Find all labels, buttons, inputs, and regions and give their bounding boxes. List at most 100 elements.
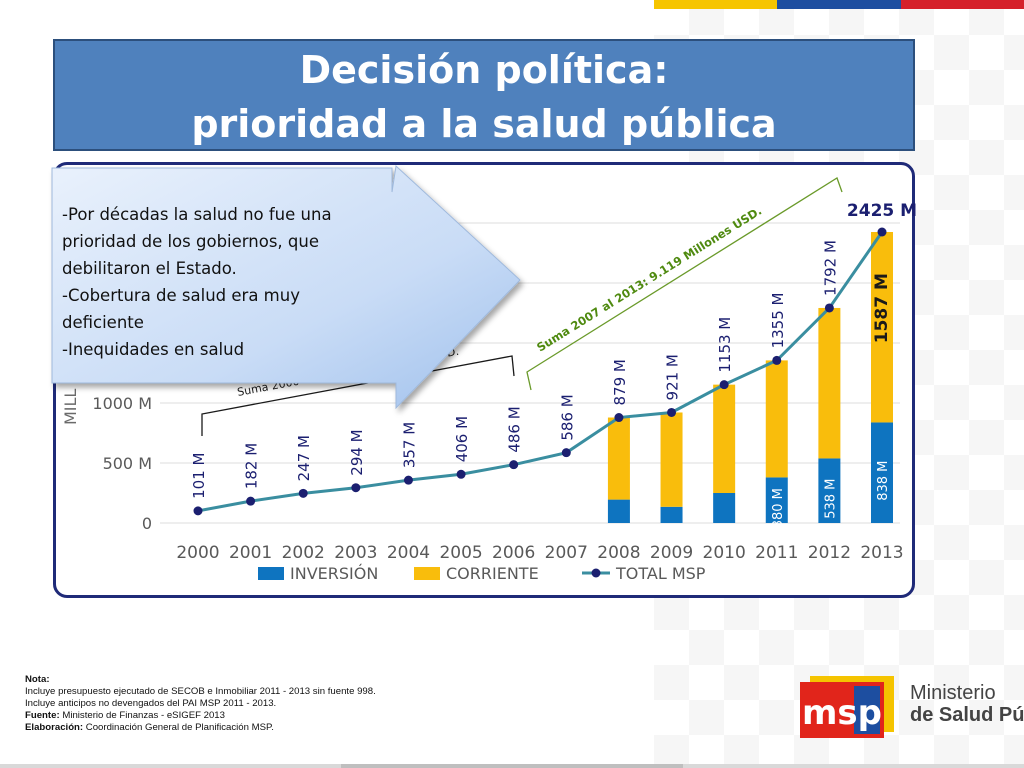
bars xyxy=(607,232,893,523)
fuente-text: Ministerio de Finanzas - eSIGEF 2013 xyxy=(62,710,225,721)
note-line-1: Incluye presupuesto ejecutado de SECOB e… xyxy=(25,686,376,697)
callout-text: -Por décadas la salud no fue una priorida… xyxy=(62,205,332,359)
bar-label-2011: 380 M xyxy=(771,488,786,528)
point-2003 xyxy=(351,483,361,493)
x-tick-2001: 2001 xyxy=(229,543,272,563)
legend-swatch-1 xyxy=(414,567,440,580)
point-2002 xyxy=(298,488,308,498)
point-label-2007: 586 M xyxy=(558,394,576,440)
callout-line: deficiente xyxy=(62,313,144,332)
x-tick-2013: 2013 xyxy=(860,543,903,563)
x-tick-2008: 2008 xyxy=(597,543,640,563)
callout-line: -Cobertura de salud era muy xyxy=(62,286,300,305)
notes: Nota: Incluye presupuesto ejecutado de S… xyxy=(25,674,625,734)
title-line-1: Decisión política: xyxy=(299,48,669,92)
bar-labels: 380 M 538 M 838 M 1587 M xyxy=(771,273,892,528)
point-label-2011: 1355 M xyxy=(769,293,787,349)
callout-arrow xyxy=(51,164,521,410)
bar-inversion-2009 xyxy=(660,506,683,523)
bracket-2007-2013 xyxy=(526,177,843,391)
point-2004 xyxy=(403,475,413,485)
x-tick-2003: 2003 xyxy=(334,543,377,563)
x-tick-2000: 2000 xyxy=(176,543,219,563)
legend-marker-2 xyxy=(591,568,601,578)
bar-label-2012: 538 M xyxy=(823,479,838,519)
bar-corriente-2012 xyxy=(818,307,841,459)
bar-inversion-2011 xyxy=(765,477,788,523)
logo-line-2: de Salud Públic xyxy=(910,704,1024,726)
bar-corriente-2010 xyxy=(713,384,736,493)
point-2007 xyxy=(561,448,571,458)
point-2011 xyxy=(772,355,782,365)
fuente-label: Fuente: xyxy=(25,710,60,721)
x-tick-2004: 2004 xyxy=(387,543,430,563)
total-msp-line xyxy=(197,231,884,513)
legend-label-0: INVERSIÓN xyxy=(290,564,378,583)
x-tick-2010: 2010 xyxy=(703,543,746,563)
bracket-2000-2006 xyxy=(201,355,515,436)
legend-label-2: TOTAL MSP xyxy=(615,564,706,583)
note-line-2: Incluye anticipos no devengados del PAI … xyxy=(25,698,277,709)
page-title: Decisión política: prioridad a la salud … xyxy=(53,39,915,151)
point-label-2009: 921 M xyxy=(664,354,682,400)
point-2001 xyxy=(246,496,256,506)
elaboracion-text: Coordinación General de Planificación MS… xyxy=(85,722,274,733)
point-label-2004: 357 M xyxy=(400,422,418,468)
elaboracion-label: Elaboración: xyxy=(25,722,84,733)
callout-line: prioridad de los gobiernos, que xyxy=(62,232,319,251)
legend: INVERSIÓN CORRIENTE TOTAL MSP xyxy=(258,564,706,583)
point-label-2000: 101 M xyxy=(190,453,208,499)
x-tick-2007: 2007 xyxy=(545,543,588,563)
logo-line-1: Ministerio xyxy=(910,682,996,704)
bar-label-2013: 838 M xyxy=(876,461,891,501)
point-label-2003: 294 M xyxy=(348,429,366,475)
x-tick-2012: 2012 xyxy=(808,543,851,563)
msp-logo-letters: msp xyxy=(802,693,882,733)
y-tick-label: 1000 M xyxy=(92,394,152,413)
x-axis-ticks: 2000 2001 2002 2003 2004 2005 2006 2007 2008 2009… xyxy=(176,543,903,563)
point-2005 xyxy=(456,469,466,479)
point-labels: 101 M 182 M 247 M 294 M 357 M 406 M 486 M 586 M… xyxy=(190,201,917,499)
bar-inversion-2008 xyxy=(607,499,630,523)
y-axis-ticks: 0 500 M 1000 M xyxy=(92,394,152,533)
point-label-2001: 182 M xyxy=(243,443,261,489)
point-label-2012: 1792 M xyxy=(821,240,839,296)
point-2009 xyxy=(667,407,677,417)
msp-logo-mark: msp xyxy=(800,676,894,738)
legend-swatch-0 xyxy=(258,567,284,580)
bar-corriente-2008 xyxy=(607,417,630,500)
point-2008 xyxy=(614,413,624,423)
point-2000 xyxy=(193,506,203,516)
point-2006 xyxy=(509,460,519,470)
point-label-2010: 1153 M xyxy=(716,317,734,373)
x-tick-2011: 2011 xyxy=(755,543,798,563)
callout-line: -Inequidades en salud xyxy=(62,340,244,359)
bar-inversion-2013 xyxy=(871,422,893,523)
x-tick-2002: 2002 xyxy=(282,543,325,563)
point-label-2013: 2425 M xyxy=(847,201,917,221)
x-tick-2005: 2005 xyxy=(439,543,482,563)
point-2010 xyxy=(719,380,729,390)
y-tick-label: 0 xyxy=(142,514,152,533)
title-line-2: prioridad a la salud pública xyxy=(191,102,777,146)
bar-inversion-2010 xyxy=(713,493,736,523)
point-label-2005: 406 M xyxy=(453,416,471,462)
x-tick-2009: 2009 xyxy=(650,543,693,563)
point-2013 xyxy=(877,227,887,237)
total-line xyxy=(193,227,887,516)
bottom-strip xyxy=(0,764,1024,768)
callout-line: -Por décadas la salud no fue una xyxy=(62,205,332,224)
point-label-2006: 486 M xyxy=(506,406,524,452)
point-label-2002: 247 M xyxy=(295,435,313,481)
x-tick-2006: 2006 xyxy=(492,543,535,563)
y-tick-label: 500 M xyxy=(103,454,152,473)
bar-corriente-2013 xyxy=(871,232,893,423)
msp-logo: msp Ministerio de Salud Públic xyxy=(800,672,1024,768)
y-axis-label: MILL xyxy=(61,389,80,425)
nota-label: Nota: xyxy=(25,674,50,685)
bar-corriente-2009 xyxy=(660,412,683,507)
flag-strip xyxy=(654,0,1024,9)
bar-label-2013: 1587 M xyxy=(872,273,892,343)
legend-label-1: CORRIENTE xyxy=(446,564,539,583)
